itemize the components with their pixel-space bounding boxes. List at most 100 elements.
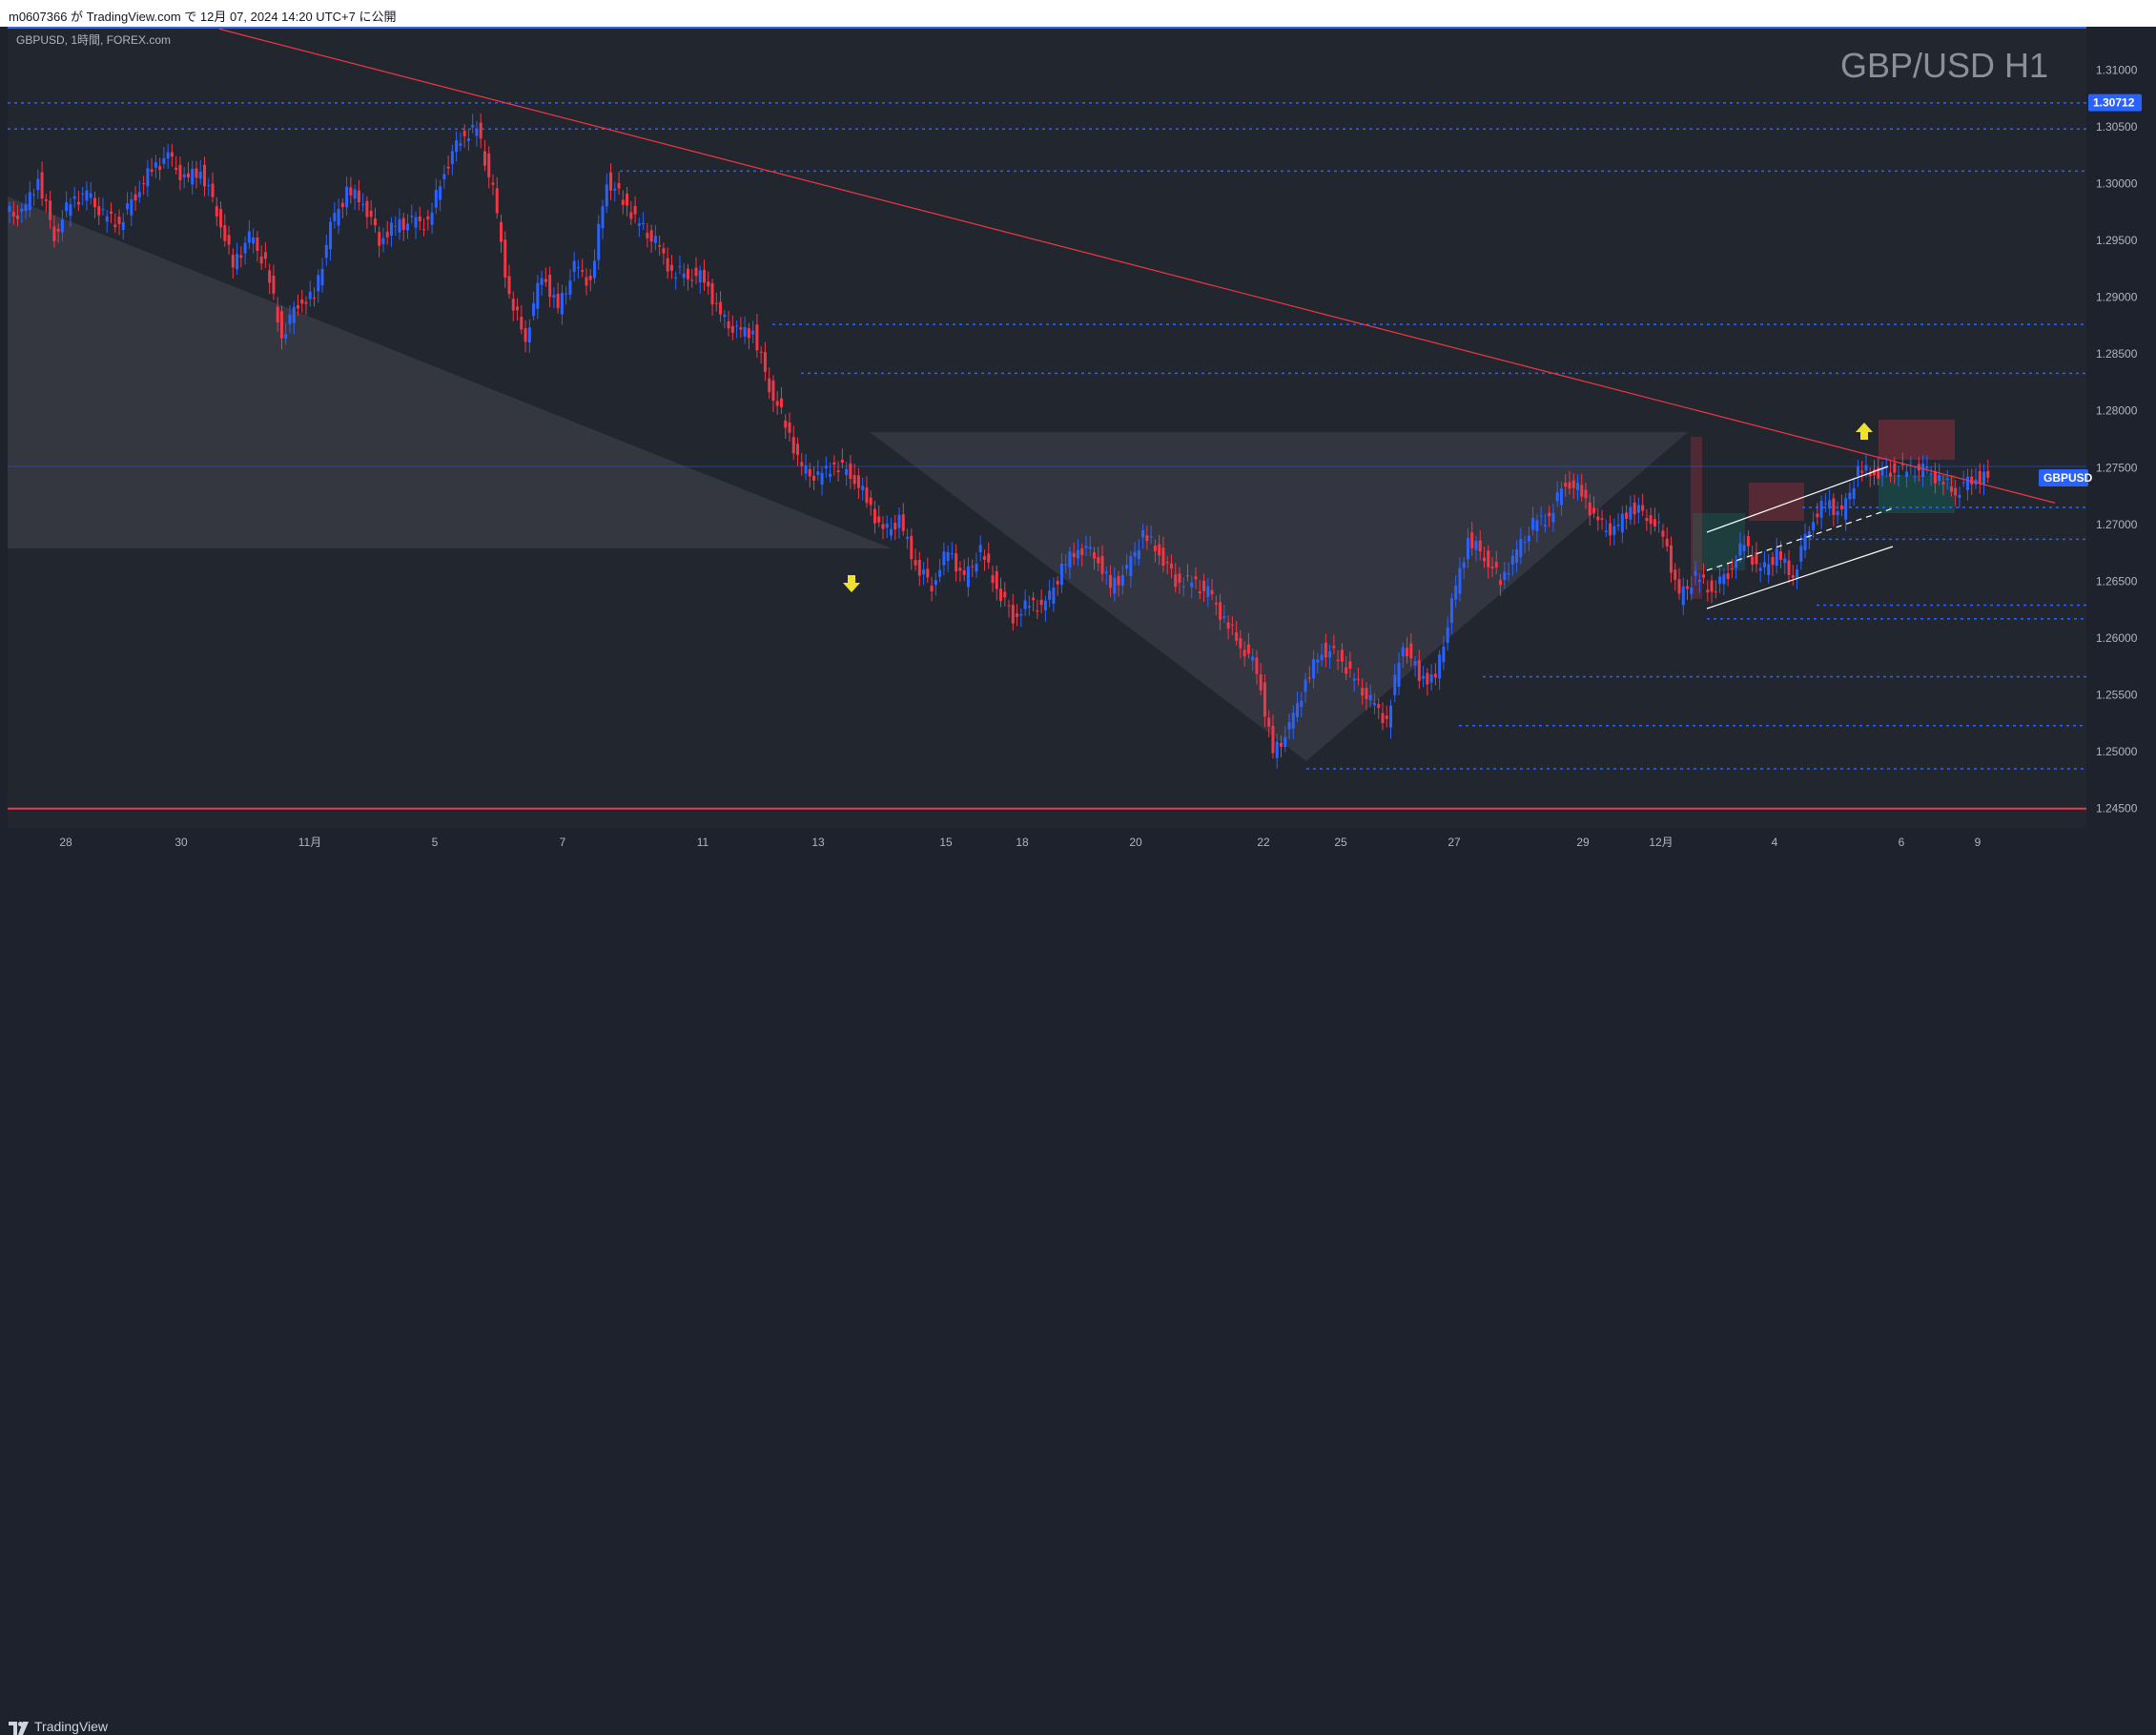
candle-body: [1933, 470, 1937, 484]
candle-body: [1986, 470, 1990, 478]
candle-body: [991, 575, 995, 584]
candle-body: [856, 475, 860, 488]
candle-body: [950, 553, 954, 555]
candle-body: [1819, 500, 1823, 518]
time-tick-label: 22: [1257, 836, 1270, 849]
candle-body: [170, 152, 174, 157]
tradingview-brand[interactable]: TradingView: [34, 1719, 109, 1734]
candle-body: [1559, 488, 1563, 506]
candle-body: [337, 209, 340, 226]
candle-body: [1016, 613, 1019, 617]
candle-body: [446, 166, 450, 169]
candle-body: [442, 174, 446, 179]
candle-body: [1345, 667, 1348, 674]
candle-body: [934, 580, 937, 586]
candle-body: [1340, 650, 1344, 662]
candle-body: [256, 237, 259, 251]
candle-body: [1246, 644, 1250, 654]
candle-body: [1592, 507, 1596, 514]
candle-body: [1571, 480, 1575, 488]
candle-body: [1568, 482, 1571, 489]
candle-body: [1084, 546, 1088, 548]
candle-body: [292, 306, 296, 323]
candle-body: [300, 299, 304, 304]
candle-body: [669, 264, 673, 271]
candle-body: [532, 302, 536, 317]
candle-body: [105, 216, 109, 222]
candle-body: [288, 315, 292, 324]
candle-body: [1169, 563, 1173, 569]
candle-body: [605, 184, 608, 207]
candle-body: [1088, 547, 1092, 549]
candle-body: [832, 462, 836, 465]
candle-body: [1454, 585, 1458, 600]
candle-body: [1235, 631, 1239, 641]
candle-body: [763, 352, 767, 372]
candle-body: [1109, 574, 1113, 589]
price-tick-label: 1.26000: [2096, 631, 2138, 645]
price-tick-label: 1.27500: [2096, 461, 2138, 474]
price-tick-label: 1.31000: [2096, 63, 2138, 76]
candle-body: [1609, 523, 1612, 536]
candle-body: [1893, 463, 1897, 473]
time-axis[interactable]: 28 30 11月 5 7 11 13 15 18 20 22 25 27 29 12月 4 6 9: [59, 836, 1981, 849]
candle-body: [491, 182, 495, 185]
time-tick-label: 9: [1975, 836, 1981, 849]
candle-body: [1832, 498, 1836, 515]
candle-body: [958, 568, 962, 571]
candle-body: [329, 221, 333, 250]
candle-body: [466, 138, 470, 141]
candle-body: [585, 277, 588, 286]
candle-body: [1604, 530, 1608, 532]
candle-body: [1275, 741, 1279, 758]
candle-body: [182, 174, 186, 178]
candle-body: [1616, 524, 1620, 527]
candle-body: [703, 270, 707, 283]
candle-body: [1625, 512, 1629, 519]
candle-body: [1848, 492, 1852, 500]
candle-body: [629, 212, 633, 219]
candle-body: [1255, 657, 1259, 674]
arrow-up-shape: [1856, 422, 1873, 440]
candle-body: [1735, 560, 1738, 568]
candle-body: [1921, 464, 1925, 477]
candle-body: [1812, 522, 1816, 530]
candle-body: [1519, 539, 1523, 558]
candle-body: [840, 459, 844, 464]
short-position-box: [1691, 437, 1702, 599]
candle-body: [317, 275, 320, 292]
candle-body: [1860, 470, 1864, 473]
candle-body: [1823, 503, 1827, 505]
candle-body: [1535, 520, 1539, 531]
price-axis[interactable]: 1.31000 1.30500 1.30000 1.29500 1.29000 1.285…: [2039, 63, 2142, 816]
candle-body: [1929, 473, 1933, 475]
candle-body: [483, 151, 486, 166]
candle-body: [852, 475, 856, 485]
candle-body: [804, 465, 808, 474]
candle-body: [1787, 560, 1791, 575]
price-tick-label: 1.28000: [2096, 404, 2138, 418]
candle-body: [162, 157, 166, 164]
candle-body: [126, 203, 130, 210]
time-tick-label: 5: [432, 836, 439, 849]
candle-body: [495, 188, 499, 214]
channel-lower-line: [1706, 546, 1894, 609]
candle-body: [1478, 540, 1482, 552]
price-chart[interactable]: 1.31000 1.30500 1.30000 1.29500 1.29000 1.285…: [0, 27, 2156, 857]
price-badge: [2088, 93, 2142, 112]
candle-body: [1758, 568, 1762, 571]
candle-body: [320, 268, 324, 286]
candle-body: [707, 281, 710, 287]
candle-body: [1377, 704, 1381, 709]
candle-body: [511, 299, 515, 311]
candle-body: [130, 198, 133, 216]
candle-body: [503, 239, 507, 279]
candle-body: [475, 128, 479, 136]
candle-body: [340, 202, 344, 208]
candle-body: [1799, 546, 1803, 562]
candle-body: [349, 187, 353, 196]
candle-body: [1839, 505, 1843, 510]
candle-body: [1612, 526, 1616, 535]
candle-body: [633, 205, 637, 215]
candle-body: [1458, 568, 1462, 594]
